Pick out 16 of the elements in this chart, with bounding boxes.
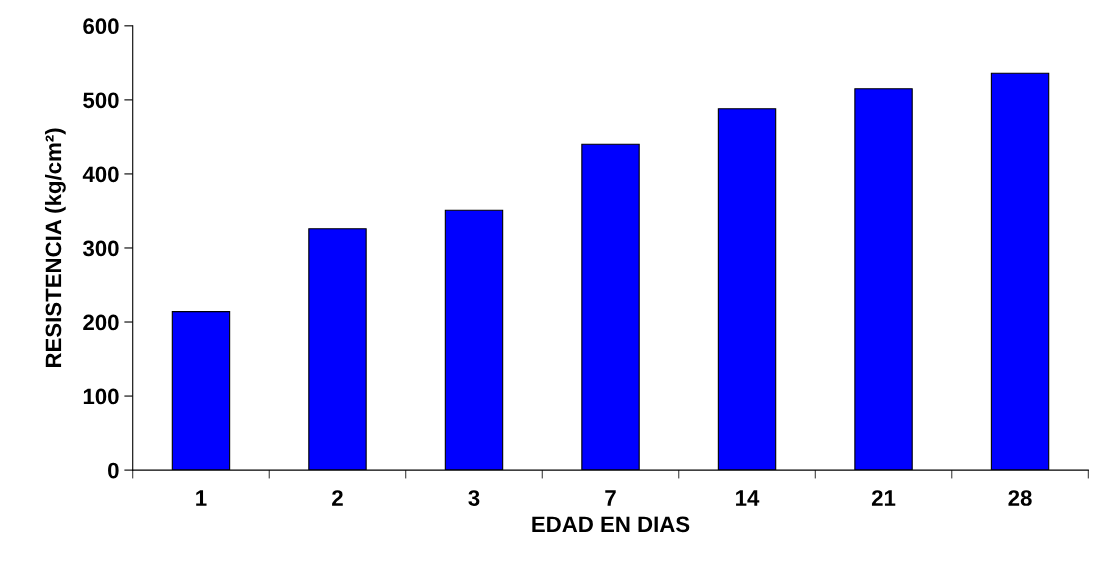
y-tick-label: 500 (83, 92, 119, 109)
x-tick-label: 28 (1008, 490, 1032, 506)
y-tick-label: 100 (83, 388, 119, 405)
x-tick-label: 7 (605, 490, 616, 506)
y-tick-label: 200 (83, 314, 119, 331)
x-axis-title: EDAD EN DIAS (532, 516, 690, 533)
y-tick-label: 300 (82, 240, 119, 257)
y-tick-label: 0 (108, 462, 119, 479)
x-tick-label: 21 (871, 490, 896, 506)
y-axis-title: RESISTENCIA (kg/cm²) (44, 128, 66, 368)
x-tick-label: 3 (468, 490, 480, 506)
x-tick-label: 14 (736, 490, 760, 506)
x-tick-label: 1 (196, 490, 207, 506)
x-tick-label: 2 (332, 490, 343, 506)
y-tick-label: 400 (82, 166, 119, 183)
y-tick-label: 600 (83, 18, 119, 35)
